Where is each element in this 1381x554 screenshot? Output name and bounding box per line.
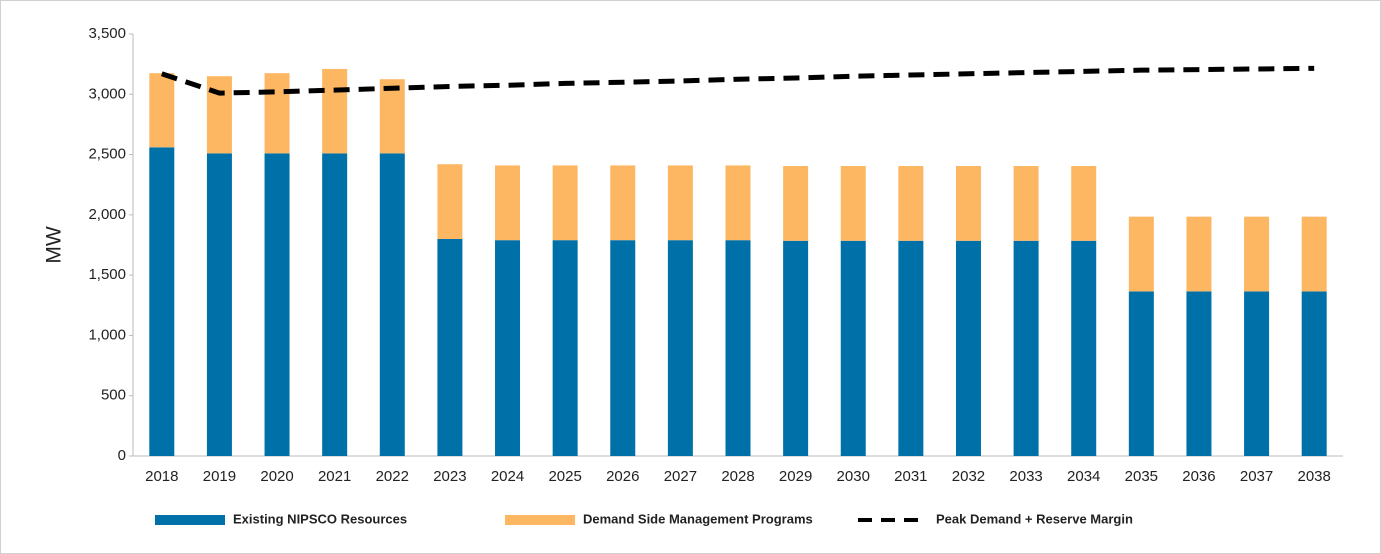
- bar: [898, 240, 924, 456]
- bar: [322, 68, 348, 154]
- bar: [552, 165, 578, 241]
- x-tick-label: 2020: [260, 468, 293, 485]
- x-tick-label: 2036: [1182, 468, 1215, 485]
- bar: [379, 153, 405, 456]
- bar: [1013, 240, 1039, 456]
- bar: [1071, 240, 1097, 456]
- bar: [898, 166, 924, 241]
- bar: [1301, 291, 1327, 456]
- legend-swatch: [155, 515, 225, 525]
- x-tick-label: 2035: [1125, 468, 1158, 485]
- bar: [206, 153, 232, 456]
- bar: [725, 165, 751, 241]
- bar: [1128, 216, 1154, 292]
- bar: [610, 240, 636, 456]
- bar: [840, 166, 866, 241]
- bar: [495, 240, 521, 456]
- bar: [1244, 216, 1270, 292]
- y-axis-label: MW: [43, 226, 66, 263]
- x-tick-label: 2028: [721, 468, 754, 485]
- y-tick-label: 0: [118, 447, 126, 464]
- bar: [437, 164, 463, 239]
- bar: [783, 240, 809, 456]
- x-tick-label: 2025: [548, 468, 581, 485]
- legend-label: Demand Side Management Programs: [583, 511, 813, 526]
- line: [161, 65, 1315, 96]
- bar: [725, 240, 751, 456]
- bar: [1186, 291, 1212, 456]
- x-tick-label: 2038: [1298, 468, 1331, 485]
- bar: [667, 240, 693, 456]
- bar: [1186, 216, 1212, 292]
- x-tick-label: 2018: [145, 468, 178, 485]
- x-tick-label: 2022: [376, 468, 409, 485]
- y-tick-label: 500: [101, 387, 126, 404]
- x-tick-label: 2027: [664, 468, 697, 485]
- x-tick-label: 2034: [1067, 468, 1100, 485]
- y-tick-label: 3,500: [88, 25, 126, 42]
- legend-label: Peak Demand + Reserve Margin: [936, 511, 1133, 526]
- bar: [955, 166, 981, 241]
- x-tick-label: 2026: [606, 468, 639, 485]
- x-tick-label: 2019: [203, 468, 236, 485]
- x-tick-label: 2030: [837, 468, 870, 485]
- legend-swatch: [505, 515, 575, 525]
- bar: [495, 165, 521, 241]
- bar: [955, 240, 981, 456]
- bar: [1244, 291, 1270, 456]
- bar: [610, 165, 636, 241]
- bar: [552, 240, 578, 456]
- bar: [264, 73, 290, 154]
- legend-label: Existing NIPSCO Resources: [233, 511, 407, 526]
- bar: [667, 165, 693, 241]
- x-tick-label: 2021: [318, 468, 351, 485]
- bar: [322, 153, 348, 456]
- x-tick-label: 2032: [952, 468, 985, 485]
- y-tick-label: 1,000: [88, 326, 126, 343]
- bar: [1128, 291, 1154, 456]
- bar: [840, 240, 866, 456]
- y-tick-label: 2,500: [88, 146, 126, 163]
- bar: [1301, 216, 1327, 292]
- bar: [264, 153, 290, 456]
- y-tick-label: 3,000: [88, 85, 126, 102]
- x-tick-label: 2037: [1240, 468, 1273, 485]
- x-tick-label: 2029: [779, 468, 812, 485]
- x-tick-label: 2031: [894, 468, 927, 485]
- bar: [1013, 166, 1039, 241]
- bar: [437, 238, 463, 456]
- bar: [783, 166, 809, 241]
- x-tick-label: 2023: [433, 468, 466, 485]
- bar: [379, 79, 405, 154]
- x-tick-label: 2033: [1009, 468, 1042, 485]
- y-tick-label: 1,500: [88, 266, 126, 283]
- y-tick-label: 2,000: [88, 206, 126, 223]
- x-tick-label: 2024: [491, 468, 524, 485]
- bar: [1071, 166, 1097, 241]
- bar: [149, 73, 175, 148]
- bar: [149, 147, 175, 456]
